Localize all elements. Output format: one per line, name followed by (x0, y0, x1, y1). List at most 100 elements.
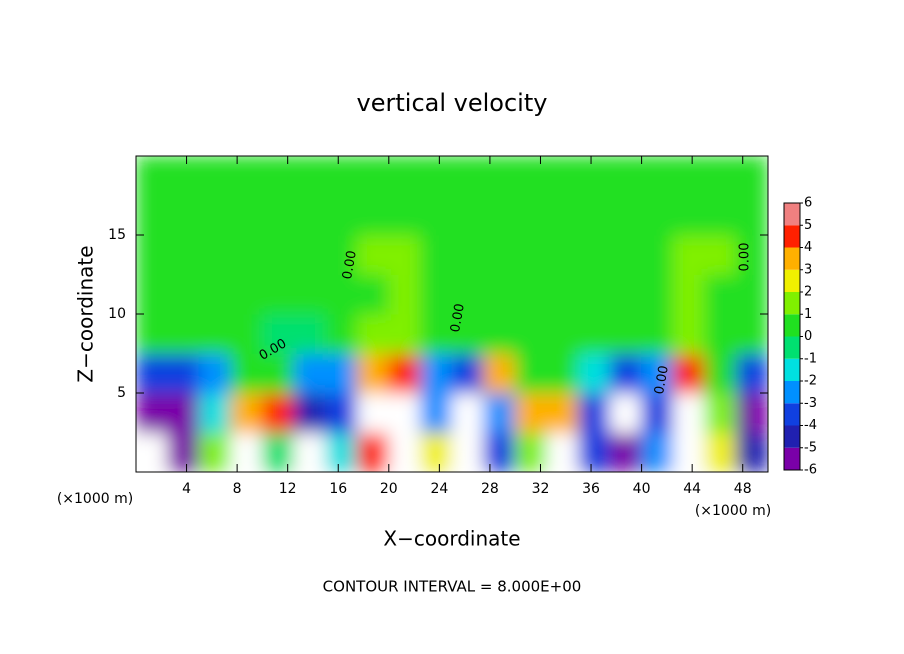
heatmap-cell (735, 195, 768, 236)
heatmap-cell (672, 156, 706, 196)
heatmap-cell (261, 353, 295, 394)
heatmap-cell (293, 432, 327, 472)
heatmap-cell (609, 313, 643, 354)
heatmap-cell (609, 234, 643, 275)
heatmap-cell (136, 392, 169, 433)
heatmap-cell (483, 313, 516, 354)
colorbar-swatch (784, 403, 800, 426)
x-tick-label: 32 (532, 481, 550, 497)
heatmap-cell (325, 195, 358, 236)
heatmap-cell (546, 234, 579, 275)
heatmap-cell (325, 156, 358, 196)
x-unit-label: (×1000 m) (695, 503, 771, 519)
heatmap-cell (577, 274, 611, 315)
heatmap-cell (293, 156, 327, 196)
heatmap-cell (641, 392, 674, 433)
heatmap-cell (136, 432, 169, 472)
colorbar-swatch (784, 269, 800, 292)
heatmap-cell (735, 392, 768, 433)
y-tick-label: 5 (117, 385, 126, 401)
x-tick-label: 20 (380, 481, 398, 497)
heatmap-cell (356, 274, 390, 315)
heatmap-cell (419, 195, 453, 236)
heatmap-cell (419, 392, 453, 433)
contour-label: 0.00 (340, 249, 360, 280)
heatmap-cell (167, 234, 200, 275)
heatmap-cell (388, 432, 421, 472)
heatmap-cell (514, 432, 548, 472)
heatmap-cell (577, 234, 611, 275)
heatmap-cell (261, 313, 295, 354)
x-tick-label: 36 (582, 481, 600, 497)
heatmap-cell (167, 353, 200, 394)
heatmap-cell (483, 234, 516, 275)
heatmap-cell (641, 195, 674, 236)
heatmap-cell (198, 195, 232, 236)
heatmap-cell (325, 392, 358, 433)
heatmap-cell (609, 432, 643, 472)
heatmap-cell (641, 432, 674, 472)
heatmap-cell (672, 274, 706, 315)
heatmap-cell (514, 156, 548, 196)
heatmap-cell (388, 353, 421, 394)
heatmap-cell (641, 234, 674, 275)
colorbar-label: -4 (804, 418, 817, 433)
heatmap-cell (735, 432, 768, 472)
heatmap-cell (483, 195, 516, 236)
x-tick-label: 12 (279, 481, 297, 497)
heatmap-cell (388, 274, 421, 315)
heatmap-cell (198, 313, 232, 354)
heatmap-cell (136, 274, 169, 315)
heatmap-area (136, 156, 768, 472)
heatmap-cell (388, 313, 421, 354)
heatmap-cell (419, 156, 453, 196)
heatmap-cell (261, 195, 295, 236)
colorbar-label: -1 (804, 351, 817, 366)
heatmap-cell (672, 432, 706, 472)
colorbar-label: 5 (804, 218, 812, 233)
heatmap-cell (641, 156, 674, 196)
heatmap-cell (577, 432, 611, 472)
heatmap-cell (672, 195, 706, 236)
heatmap-cell (451, 432, 485, 472)
colorbar-label: 6 (804, 196, 812, 211)
x-tick-label: 28 (481, 481, 499, 497)
heatmap-cell (198, 156, 232, 196)
heatmap-cell (483, 156, 516, 196)
heatmap-cell (136, 313, 169, 354)
heatmap-cell (293, 274, 327, 315)
heatmap-cell (230, 274, 263, 315)
colorbar-swatch (784, 247, 800, 270)
heatmap-cell (356, 156, 390, 196)
heatmap-cell (546, 313, 579, 354)
colorbar-label: 4 (804, 240, 812, 255)
colorbar-label: -3 (804, 396, 817, 411)
heatmap-cell (451, 195, 485, 236)
heatmap-cell (483, 353, 516, 394)
heatmap-cell (419, 313, 453, 354)
heatmap-cell (514, 392, 548, 433)
heatmap-cell (672, 392, 706, 433)
heatmap-cell (293, 234, 327, 275)
heatmap-cell (230, 234, 263, 275)
heatmap-cell (704, 392, 737, 433)
heatmap-cell (577, 392, 611, 433)
heatmap-cell (546, 195, 579, 236)
heatmap-cell (325, 234, 358, 275)
colorbar-label: 1 (804, 307, 812, 322)
heatmap-cell (293, 353, 327, 394)
colorbar-label: 3 (804, 262, 812, 277)
heatmap-cell (451, 313, 485, 354)
heatmap-cell (419, 234, 453, 275)
heatmap-cell (293, 392, 327, 433)
heatmap-cell (546, 432, 579, 472)
heatmap-cell (704, 313, 737, 354)
x-tick-label: 24 (430, 481, 448, 497)
heatmap-cell (546, 156, 579, 196)
heatmap-cell (356, 313, 390, 354)
colorbar-swatch (784, 203, 800, 226)
heatmap-cell (641, 353, 674, 394)
colorbar-swatch (784, 336, 800, 359)
heatmap-cell (735, 156, 768, 196)
